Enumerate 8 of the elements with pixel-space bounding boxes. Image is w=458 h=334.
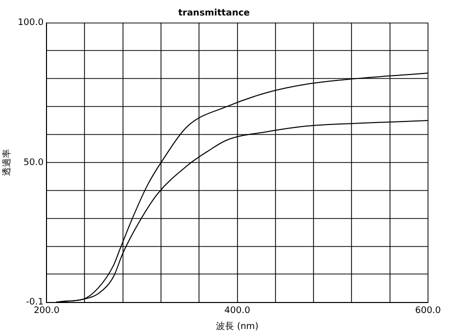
x-tick-label: 400.0 [224, 306, 250, 316]
x-tick-label: 600.0 [415, 306, 442, 316]
y-axis-title: 透過率 [2, 149, 13, 176]
chart-title: transmittance [178, 8, 250, 19]
x-tick-label: 200.0 [34, 306, 60, 316]
y-tick-label: 50.0 [24, 158, 44, 168]
x-axis-title: 波長 (nm) [216, 320, 258, 332]
y-tick-label: 100.0 [18, 18, 44, 28]
